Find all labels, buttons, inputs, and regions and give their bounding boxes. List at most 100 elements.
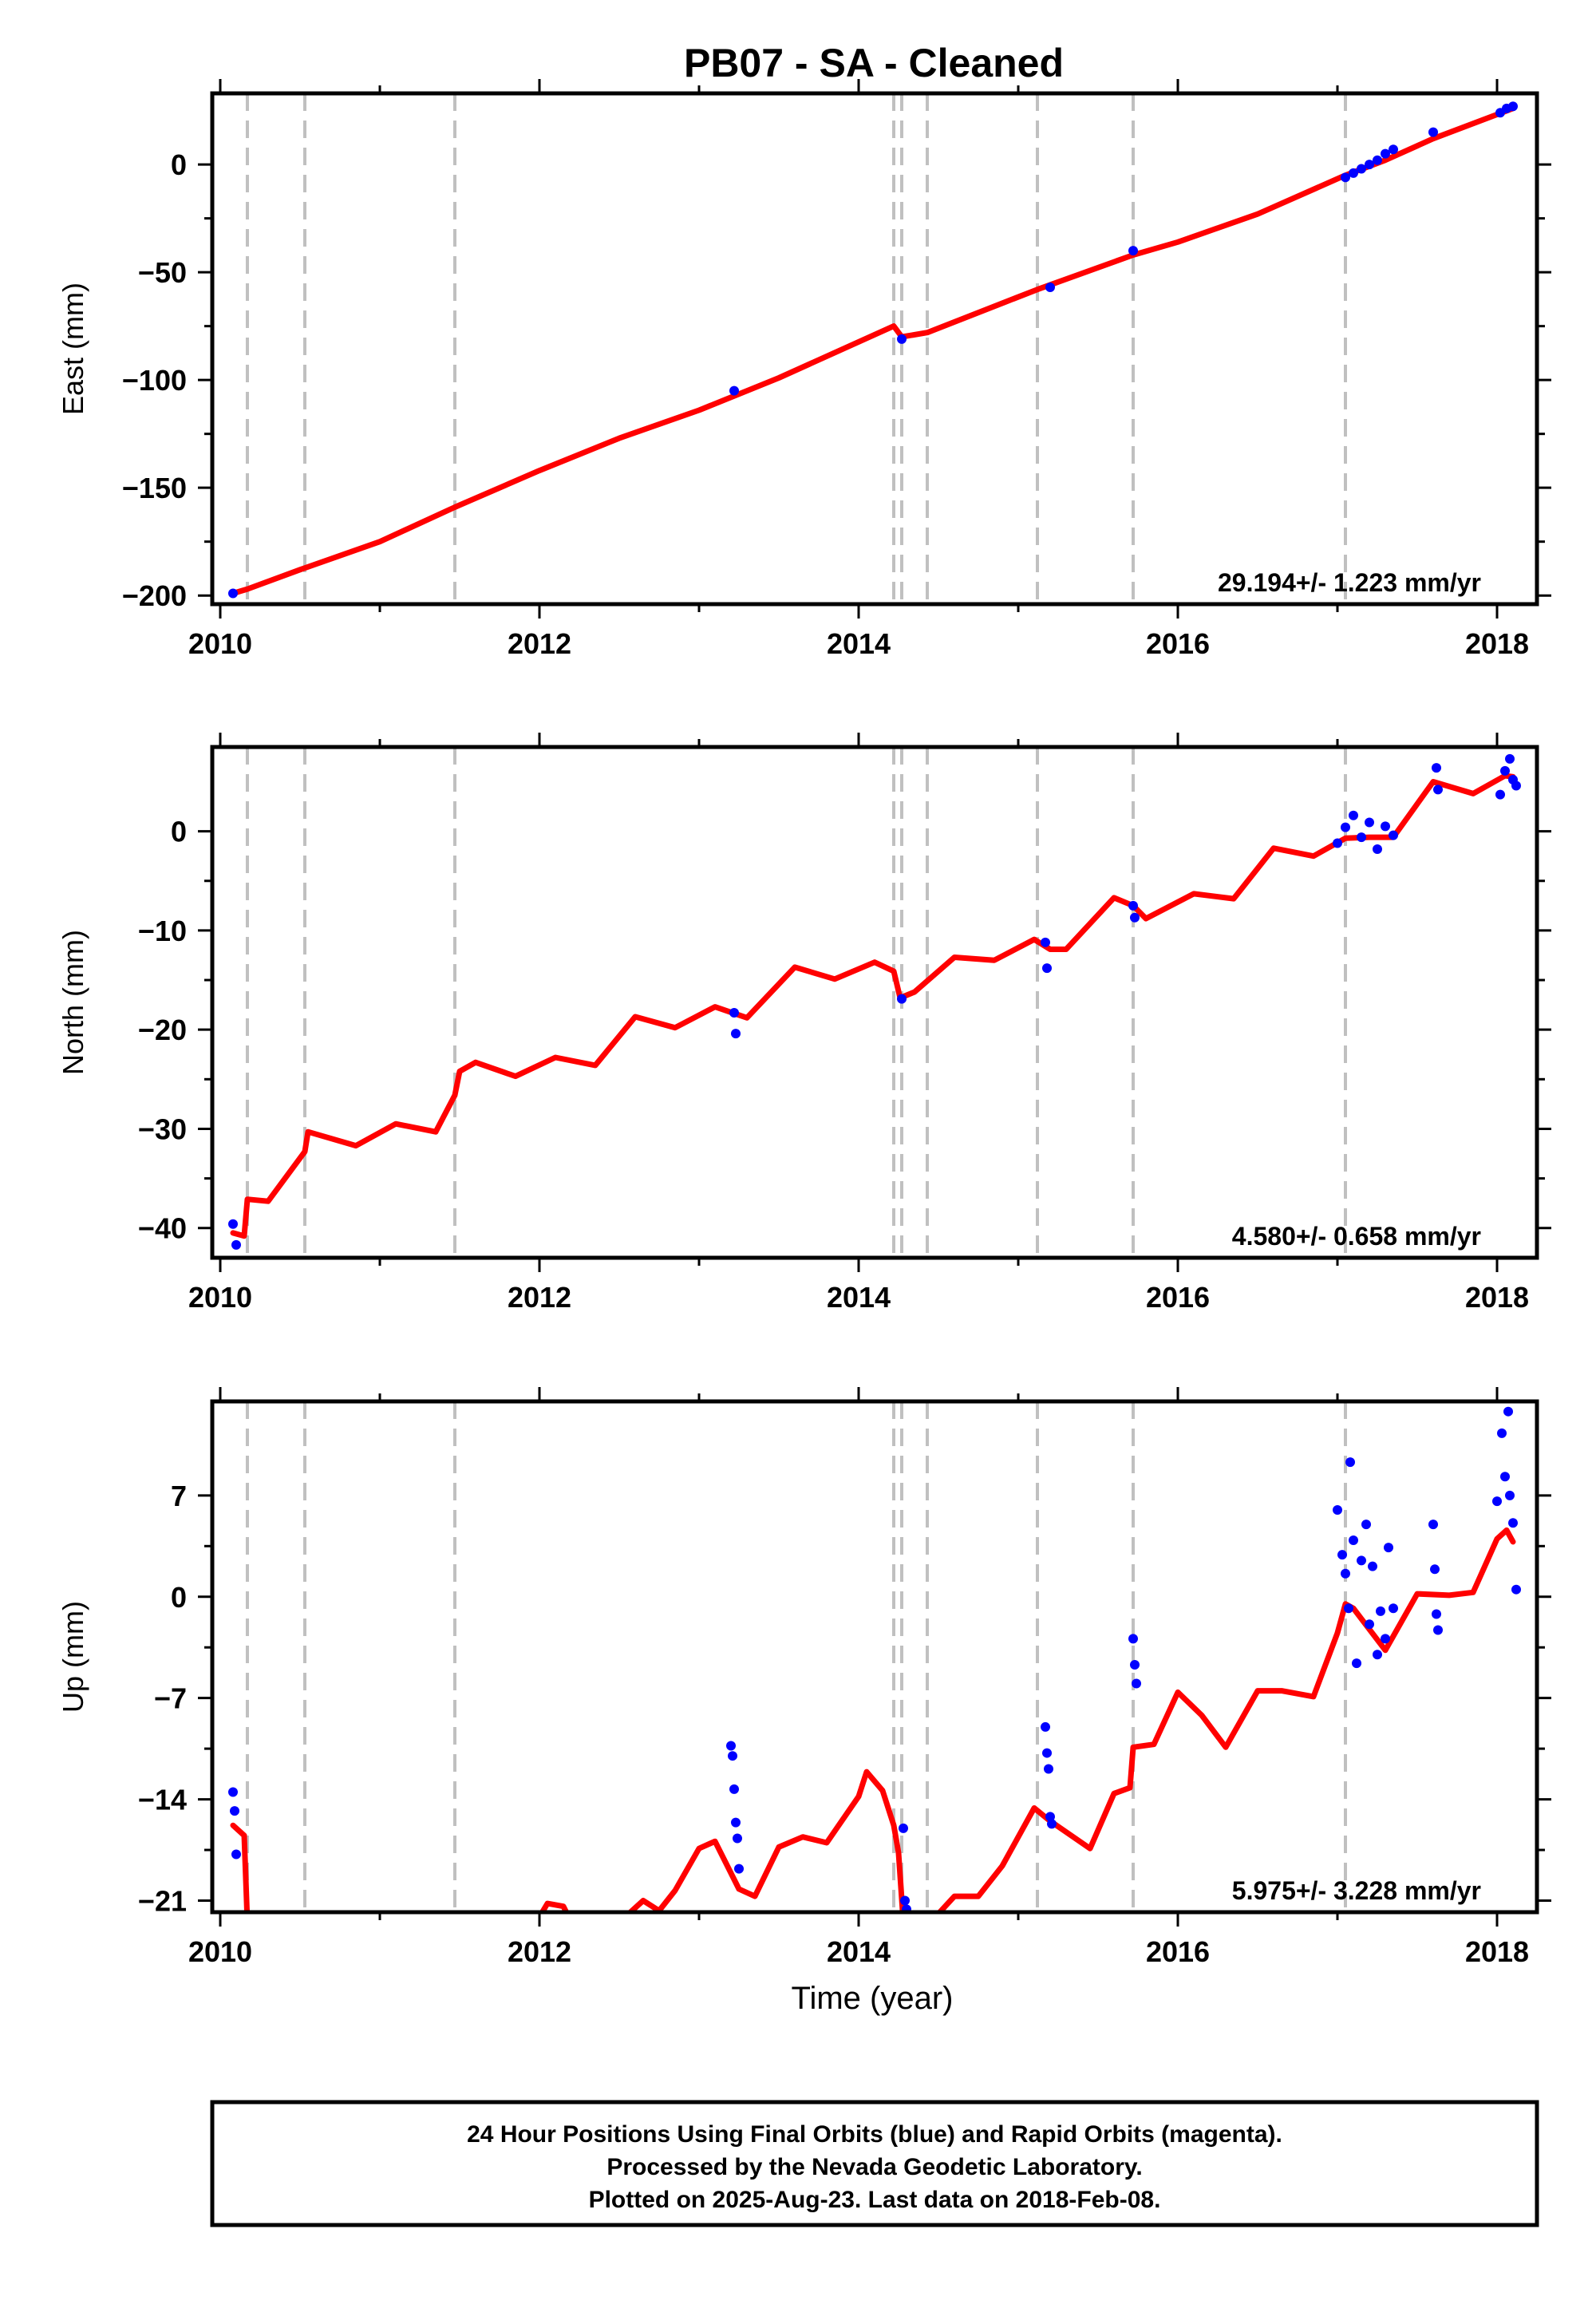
up-point-1 — [230, 1806, 239, 1816]
footer-line-1: 24 Hour Positions Using Final Orbits (bl… — [467, 2121, 1282, 2148]
north-point-12 — [1357, 832, 1366, 843]
north-plot-area — [228, 747, 1521, 1258]
up-point-33 — [1381, 1634, 1390, 1644]
up-point-16 — [1047, 1819, 1057, 1829]
up-point-9 — [899, 1823, 908, 1833]
up-point-10 — [900, 1895, 910, 1906]
north-point-5 — [1041, 937, 1050, 947]
east-point-2 — [897, 334, 907, 344]
north-point-17 — [1432, 763, 1441, 773]
up-point-44 — [1505, 1490, 1515, 1500]
north-xtick-label-1: 2012 — [508, 1281, 571, 1314]
up-point-25 — [1349, 1535, 1358, 1546]
up-point-21 — [1337, 1550, 1347, 1560]
east-point-7 — [1357, 164, 1366, 174]
north-point-0 — [228, 1219, 238, 1229]
north-point-19 — [1495, 789, 1505, 800]
east-xtick-label-3: 2016 — [1146, 627, 1210, 660]
up-point-36 — [1428, 1520, 1438, 1530]
footer-line-2: Processed by the Nevada Geodetic Laborat… — [606, 2154, 1142, 2180]
east-point-3 — [1045, 283, 1055, 293]
up-point-39 — [1433, 1625, 1443, 1635]
up-point-14 — [1044, 1764, 1053, 1774]
up-point-6 — [731, 1817, 741, 1828]
east-point-5 — [1341, 172, 1350, 183]
up-point-2 — [231, 1849, 241, 1860]
north-point-13 — [1365, 817, 1374, 828]
north-xtick-label-3: 2016 — [1146, 1281, 1210, 1314]
north-point-16 — [1389, 830, 1398, 840]
east-xtick-label-0: 2010 — [188, 627, 252, 660]
north-point-11 — [1349, 810, 1358, 820]
up-point-31 — [1373, 1650, 1382, 1660]
east-point-12 — [1428, 127, 1438, 137]
up-point-45 — [1508, 1518, 1518, 1528]
north-ytick-label-2: −20 — [138, 1014, 187, 1046]
east-ytick-label-1: −50 — [138, 256, 187, 289]
east-point-8 — [1365, 160, 1374, 170]
up-point-37 — [1430, 1564, 1440, 1575]
east-point-10 — [1381, 148, 1390, 159]
up-point-20 — [1333, 1504, 1342, 1515]
north-xtick-label-4: 2018 — [1465, 1281, 1529, 1314]
north-frame — [210, 745, 1539, 1260]
east-xtick-label-2: 2014 — [827, 627, 891, 660]
up-point-22 — [1341, 1568, 1350, 1579]
up-point-34 — [1384, 1543, 1393, 1553]
east-point-6 — [1349, 168, 1358, 178]
north-ytick-label-1: −10 — [138, 915, 187, 947]
east-panel: 2010 2012 2014 2016 2018 0 −50 −100 −150 −200 East… — [57, 79, 1551, 660]
east-plot-area — [228, 93, 1518, 604]
up-point-0 — [228, 1787, 238, 1797]
up-y-axis-label: Up (mm) — [57, 1601, 89, 1713]
up-point-23 — [1344, 1603, 1353, 1614]
up-xtick-label-2: 2014 — [827, 1935, 891, 1968]
up-point-5 — [729, 1784, 739, 1794]
up-point-43 — [1503, 1406, 1513, 1417]
north-point-14 — [1373, 844, 1382, 854]
up-point-30 — [1368, 1561, 1377, 1571]
north-point-7 — [1128, 900, 1138, 911]
up-point-24 — [1345, 1457, 1355, 1468]
north-ytick-label-0: 0 — [171, 816, 187, 848]
footer-line-3: Plotted on 2025-Aug-23. Last data on 201… — [589, 2187, 1161, 2213]
east-point-4 — [1128, 246, 1138, 256]
east-y-axis-label: East (mm) — [57, 283, 89, 415]
north-point-20 — [1500, 765, 1510, 776]
north-xtick-label-0: 2010 — [188, 1281, 252, 1314]
up-xtick-label-3: 2016 — [1146, 1935, 1210, 1968]
up-ytick-label-3: −14 — [138, 1784, 187, 1816]
north-xtick-label-2: 2014 — [827, 1281, 891, 1314]
north-point-9 — [1333, 838, 1342, 848]
up-point-42 — [1500, 1472, 1510, 1482]
up-point-7 — [733, 1833, 742, 1844]
up-point-4 — [728, 1751, 737, 1761]
east-frame — [210, 91, 1539, 607]
up-point-35 — [1389, 1603, 1398, 1614]
up-point-18 — [1130, 1659, 1140, 1670]
east-xtick-label-4: 2018 — [1465, 627, 1529, 660]
up-point-19 — [1132, 1678, 1141, 1689]
north-ytick-label-3: −30 — [138, 1113, 187, 1145]
north-point-6 — [1042, 963, 1052, 974]
up-frame — [210, 1399, 1539, 1915]
east-point-9 — [1373, 155, 1382, 165]
up-point-28 — [1361, 1520, 1371, 1530]
north-y-axis-label: North (mm) — [57, 930, 89, 1075]
east-ytick-label-0: 0 — [171, 148, 187, 181]
east-point-0 — [228, 588, 238, 599]
north-point-2 — [729, 1008, 739, 1018]
east-ytick-label-4: −200 — [122, 579, 187, 612]
footer-box: 24 Hour Positions Using Final Orbits (bl… — [210, 2100, 1539, 2227]
up-point-41 — [1497, 1428, 1507, 1438]
figure-title: PB07 - SA - Cleaned — [684, 41, 1064, 85]
east-rate-label: 29.194+/- 1.223 mm/yr — [1218, 568, 1481, 597]
up-point-8 — [734, 1863, 744, 1874]
north-point-23 — [1511, 781, 1521, 791]
up-point-46 — [1511, 1584, 1521, 1595]
north-point-8 — [1130, 912, 1140, 923]
north-point-18 — [1433, 785, 1443, 795]
up-point-27 — [1357, 1555, 1366, 1566]
up-panel: 2010 2012 2014 2016 2018 7 0 −7 −14 −21 Up (mm) 5.9… — [57, 1387, 1551, 1968]
